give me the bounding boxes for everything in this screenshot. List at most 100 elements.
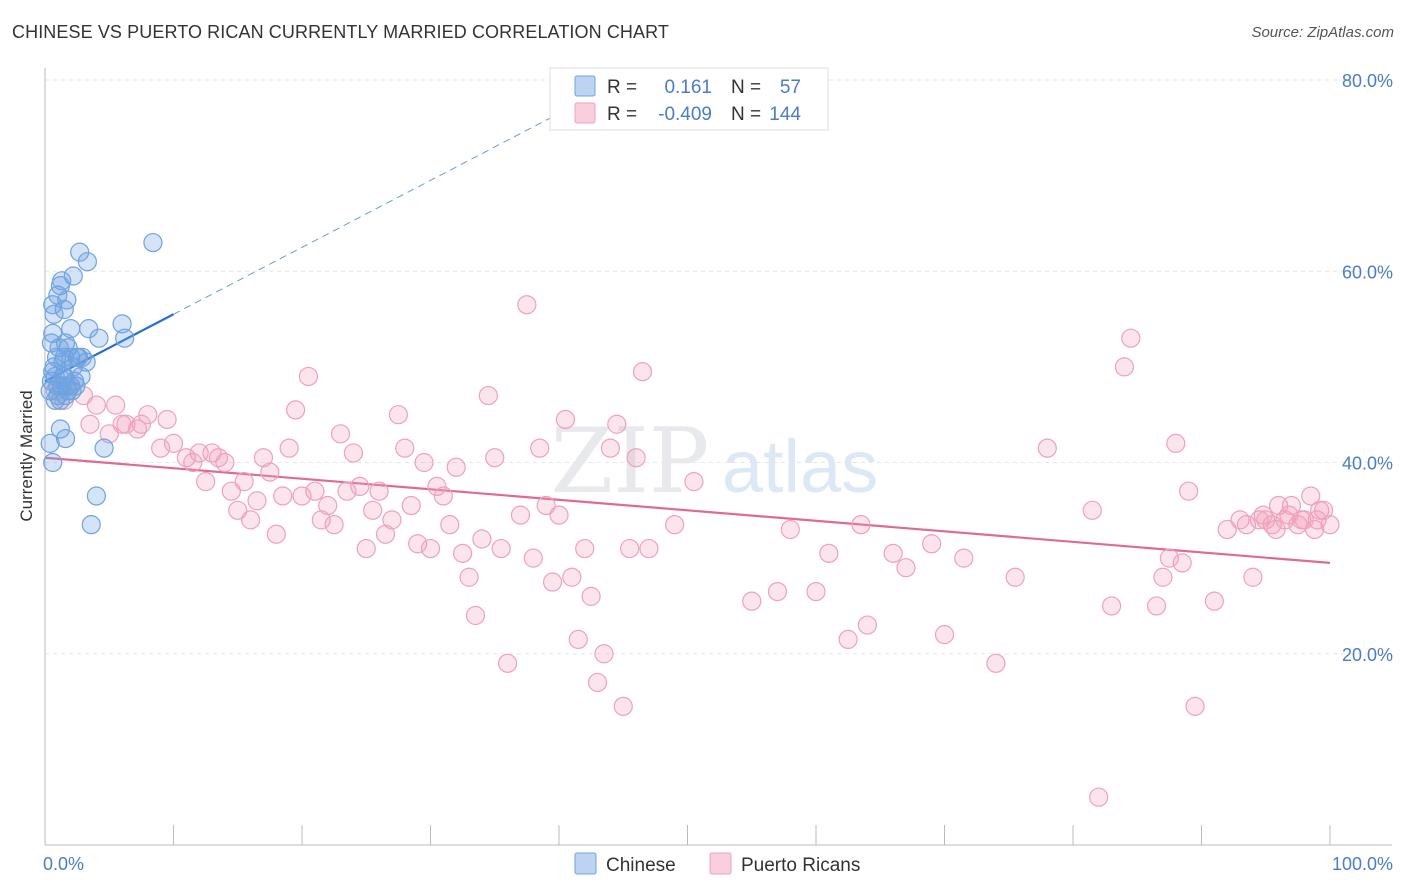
puerto-rican-points — [45, 295, 1340, 807]
chinese-point-42 — [143, 232, 163, 253]
puerto-rican-point-40 — [330, 424, 351, 444]
puerto-rican-point-14 — [157, 409, 177, 430]
puerto-rican-point-111 — [1146, 596, 1167, 616]
puerto-rican-point-137 — [1304, 519, 1325, 540]
puerto-rican-point-38 — [318, 495, 338, 516]
puerto-rican-point-17 — [183, 452, 203, 473]
puerto-rican-point-52 — [408, 534, 428, 554]
puerto-rican-point-121 — [1236, 515, 1257, 535]
chinese-point-47 — [86, 486, 107, 506]
puerto-rican-point-100 — [922, 534, 942, 554]
legend-r-label-1: R = — [607, 77, 637, 98]
puerto-rican-point-89 — [684, 472, 704, 492]
puerto-rican-point-104 — [1005, 567, 1025, 587]
puerto-rican-point-122 — [1243, 567, 1263, 587]
puerto-rican-point-55 — [427, 476, 447, 497]
chinese-point-11 — [52, 271, 72, 291]
puerto-rican-point-90 — [742, 591, 762, 611]
puerto-rican-point-95 — [838, 629, 858, 650]
puerto-rican-point-50 — [395, 438, 415, 458]
chinese-points — [40, 232, 163, 535]
puerto-rican-point-54 — [420, 538, 441, 559]
chinese-point-49 — [94, 438, 114, 458]
puerto-rican-point-49 — [388, 405, 408, 425]
puerto-rican-point-65 — [491, 538, 511, 559]
puerto-rican-point-131 — [1301, 486, 1321, 506]
puerto-rican-point-88 — [665, 515, 685, 535]
puerto-rican-point-113 — [1159, 548, 1179, 568]
puerto-rican-point-43 — [350, 476, 370, 497]
puerto-rican-point-114 — [1166, 433, 1186, 453]
chinese-point-7 — [44, 304, 64, 324]
puerto-rican-point-80 — [594, 644, 614, 664]
chinese-point-40 — [70, 242, 90, 262]
puerto-rican-point-70 — [530, 438, 550, 458]
y-axis-label: Currently Married — [17, 390, 36, 521]
puerto-rican-point-58 — [446, 457, 466, 477]
puerto-rican-point-106 — [1082, 500, 1102, 520]
puerto-rican-point-60 — [459, 567, 479, 587]
puerto-rican-point-66 — [498, 653, 518, 673]
source-label: Source: ZipAtlas.com — [1251, 24, 1394, 41]
puerto-rican-point-28 — [253, 448, 274, 468]
puerto-rican-point-13 — [151, 438, 171, 458]
puerto-rican-point-140 — [1253, 505, 1273, 525]
puerto-rican-point-72 — [542, 572, 563, 592]
stats-legend: R = 0.161 N = 57 R = -0.409 N = 144 — [549, 67, 829, 131]
series-legend-puerto-label: Puerto Ricans — [741, 855, 860, 876]
puerto-rican-point-39 — [324, 515, 344, 535]
puerto-rican-point-101 — [934, 625, 955, 645]
chinese-point-56 — [66, 376, 86, 396]
puerto-rican-point-33 — [285, 400, 306, 420]
puerto-rican-point-99 — [896, 558, 916, 578]
y-tick-label-2: 40.0% — [1342, 454, 1393, 474]
chinese-point-46 — [55, 428, 76, 449]
puerto-rican-point-73 — [549, 505, 569, 525]
puerto-rican-point-96 — [851, 515, 871, 535]
x-tick-label-0: 0.0% — [43, 854, 84, 874]
legend-r-label-2: R = — [607, 104, 637, 125]
legend-n-value-2: 144 — [769, 104, 801, 125]
puerto-rican-point-110 — [1121, 328, 1141, 348]
puerto-rican-point-108 — [1101, 596, 1122, 616]
legend-r-value-1: 0.161 — [664, 77, 712, 98]
puerto-rican-point-62 — [472, 529, 492, 549]
chinese-point-43 — [40, 433, 60, 453]
puerto-rican-point-68 — [517, 295, 537, 315]
chinese-point-55 — [54, 347, 74, 367]
puerto-rican-point-63 — [478, 385, 498, 406]
puerto-rican-point-87 — [639, 538, 659, 559]
puerto-rican-point-136 — [1292, 510, 1312, 530]
puerto-rican-point-84 — [620, 538, 640, 559]
chinese-point-37 — [89, 328, 109, 348]
puerto-rican-point-53 — [414, 452, 434, 473]
puerto-rican-point-103 — [986, 653, 1006, 673]
series-legend-chinese-label: Chinese — [606, 855, 676, 876]
y-tick-label-1: 60.0% — [1342, 262, 1393, 282]
puerto-rican-point-19 — [196, 472, 216, 492]
puerto-rican-point-91 — [767, 581, 788, 602]
puerto-rican-point-134 — [1320, 515, 1340, 535]
puerto-rican-point-48 — [382, 510, 402, 530]
puerto-rican-point-78 — [581, 586, 601, 606]
chinese-point-48 — [81, 515, 101, 535]
puerto-rican-point-35 — [298, 366, 319, 387]
puerto-rican-point-86 — [632, 362, 653, 382]
puerto-rican-point-34 — [292, 486, 312, 506]
puerto-rican-point-71 — [536, 495, 556, 516]
watermark: ZIP atlas — [551, 409, 878, 514]
chinese-point-51 — [53, 366, 73, 387]
puerto-rican-point-118 — [1204, 591, 1224, 611]
legend-n-label-1: N = — [731, 77, 761, 98]
puerto-rican-point-117 — [1185, 696, 1205, 716]
legend-puerto-swatch — [574, 102, 596, 124]
puerto-rican-point-102 — [954, 548, 974, 568]
puerto-rican-point-27 — [247, 491, 267, 511]
series-legend: Chinese Puerto Ricans — [574, 852, 860, 876]
series-legend-puerto-swatch — [709, 852, 732, 875]
puerto-rican-point-36 — [305, 481, 325, 501]
puerto-rican-point-94 — [819, 543, 839, 563]
chinese-point-14 — [63, 266, 83, 286]
puerto-rican-point-37 — [311, 510, 331, 530]
puerto-rican-point-92 — [780, 519, 800, 540]
